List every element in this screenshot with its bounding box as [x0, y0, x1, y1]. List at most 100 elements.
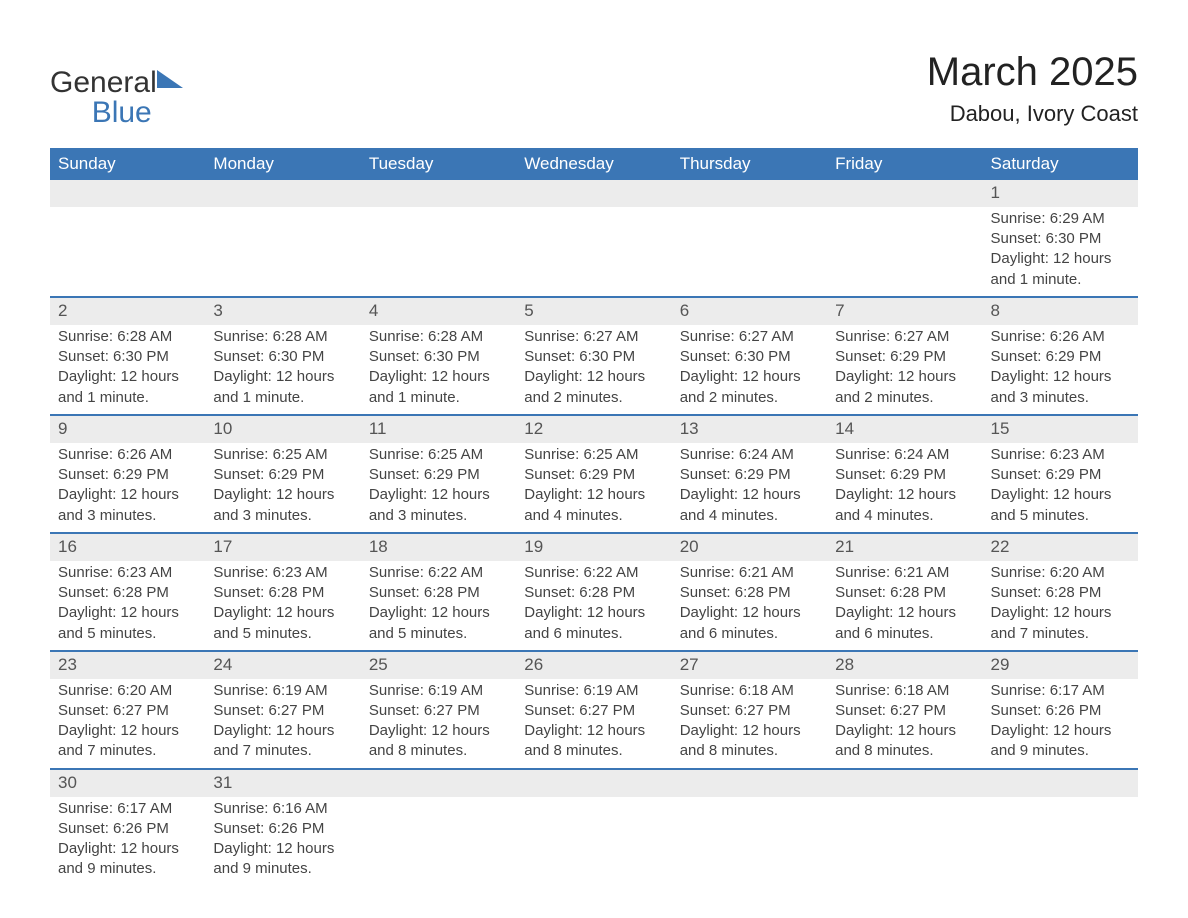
daylight-text: Daylight: 12 hours and 1 minute. — [991, 249, 1130, 290]
sunset-text: Sunset: 6:27 PM — [213, 701, 352, 721]
daylight-text: Daylight: 12 hours and 9 minutes. — [58, 839, 197, 880]
sunrise-text: Sunrise: 6:16 AM — [213, 799, 352, 819]
day-detail-cell: Sunrise: 6:29 AMSunset: 6:30 PMDaylight:… — [983, 207, 1138, 297]
sunrise-text: Sunrise: 6:26 AM — [991, 327, 1130, 347]
sunset-text: Sunset: 6:27 PM — [524, 701, 663, 721]
dow-sunday: Sunday — [50, 148, 205, 180]
day-number-cell: 19 — [516, 533, 671, 561]
sunrise-text: Sunrise: 6:23 AM — [991, 445, 1130, 465]
day-number-cell: 6 — [672, 297, 827, 325]
day-detail-cell: Sunrise: 6:23 AMSunset: 6:28 PMDaylight:… — [50, 561, 205, 651]
day-number-cell — [205, 180, 360, 207]
sunset-text: Sunset: 6:28 PM — [835, 583, 974, 603]
sunrise-text: Sunrise: 6:18 AM — [680, 681, 819, 701]
day-detail-cell: Sunrise: 6:17 AMSunset: 6:26 PMDaylight:… — [983, 679, 1138, 769]
day-number-cell: 30 — [50, 769, 205, 797]
sunrise-text: Sunrise: 6:28 AM — [58, 327, 197, 347]
day-detail-cell — [672, 207, 827, 297]
sunset-text: Sunset: 6:28 PM — [369, 583, 508, 603]
day-number-cell: 25 — [361, 651, 516, 679]
sunrise-text: Sunrise: 6:27 AM — [524, 327, 663, 347]
sunrise-text: Sunrise: 6:17 AM — [58, 799, 197, 819]
sunrise-text: Sunrise: 6:27 AM — [680, 327, 819, 347]
month-title: March 2025 — [927, 50, 1138, 95]
logo-triangle-icon — [157, 70, 183, 88]
day-detail-cell — [672, 797, 827, 886]
daylight-text: Daylight: 12 hours and 1 minute. — [369, 367, 508, 408]
sunset-text: Sunset: 6:27 PM — [680, 701, 819, 721]
daylight-text: Daylight: 12 hours and 7 minutes. — [213, 721, 352, 762]
day-detail-cell — [205, 207, 360, 297]
sunrise-text: Sunrise: 6:26 AM — [58, 445, 197, 465]
day-detail-cell: Sunrise: 6:20 AMSunset: 6:27 PMDaylight:… — [50, 679, 205, 769]
daylight-text: Daylight: 12 hours and 5 minutes. — [369, 603, 508, 644]
day-detail-cell — [983, 797, 1138, 886]
daylight-text: Daylight: 12 hours and 5 minutes. — [213, 603, 352, 644]
day-number-cell: 13 — [672, 415, 827, 443]
calendar-header-row: Sunday Monday Tuesday Wednesday Thursday… — [50, 148, 1138, 180]
sunset-text: Sunset: 6:28 PM — [524, 583, 663, 603]
daylight-text: Daylight: 12 hours and 8 minutes. — [680, 721, 819, 762]
day-number-cell — [50, 180, 205, 207]
logo-text: General Blue — [50, 68, 183, 128]
day-number-cell: 23 — [50, 651, 205, 679]
day-number-cell: 10 — [205, 415, 360, 443]
page-header: General Blue March 2025 Dabou, Ivory Coa… — [50, 50, 1138, 128]
day-number-cell: 11 — [361, 415, 516, 443]
sunset-text: Sunset: 6:30 PM — [213, 347, 352, 367]
sunset-text: Sunset: 6:29 PM — [680, 465, 819, 485]
day-number-cell — [516, 769, 671, 797]
daylight-text: Daylight: 12 hours and 4 minutes. — [680, 485, 819, 526]
location-subtitle: Dabou, Ivory Coast — [927, 101, 1138, 127]
sunset-text: Sunset: 6:29 PM — [991, 347, 1130, 367]
day-detail-cell — [516, 797, 671, 886]
sunset-text: Sunset: 6:29 PM — [58, 465, 197, 485]
day-number-cell — [827, 180, 982, 207]
calendar-table: Sunday Monday Tuesday Wednesday Thursday… — [50, 148, 1138, 886]
day-detail-cell: Sunrise: 6:16 AMSunset: 6:26 PMDaylight:… — [205, 797, 360, 886]
day-number-cell — [672, 769, 827, 797]
day-detail-cell: Sunrise: 6:17 AMSunset: 6:26 PMDaylight:… — [50, 797, 205, 886]
sunset-text: Sunset: 6:27 PM — [58, 701, 197, 721]
daylight-text: Daylight: 12 hours and 3 minutes. — [991, 367, 1130, 408]
daylight-text: Daylight: 12 hours and 5 minutes. — [991, 485, 1130, 526]
daylight-text: Daylight: 12 hours and 3 minutes. — [58, 485, 197, 526]
sunset-text: Sunset: 6:28 PM — [213, 583, 352, 603]
day-detail-cell — [361, 797, 516, 886]
sunrise-text: Sunrise: 6:20 AM — [991, 563, 1130, 583]
daylight-text: Daylight: 12 hours and 7 minutes. — [58, 721, 197, 762]
daylight-text: Daylight: 12 hours and 9 minutes. — [213, 839, 352, 880]
day-detail-cell: Sunrise: 6:20 AMSunset: 6:28 PMDaylight:… — [983, 561, 1138, 651]
sunrise-text: Sunrise: 6:27 AM — [835, 327, 974, 347]
title-block: March 2025 Dabou, Ivory Coast — [927, 50, 1138, 127]
day-number-cell: 16 — [50, 533, 205, 561]
day-detail-cell: Sunrise: 6:28 AMSunset: 6:30 PMDaylight:… — [361, 325, 516, 415]
day-number-cell: 22 — [983, 533, 1138, 561]
day-detail-cell: Sunrise: 6:24 AMSunset: 6:29 PMDaylight:… — [672, 443, 827, 533]
daylight-text: Daylight: 12 hours and 3 minutes. — [213, 485, 352, 526]
day-number-cell: 29 — [983, 651, 1138, 679]
daylight-text: Daylight: 12 hours and 8 minutes. — [369, 721, 508, 762]
day-number-cell: 20 — [672, 533, 827, 561]
day-detail-cell: Sunrise: 6:22 AMSunset: 6:28 PMDaylight:… — [361, 561, 516, 651]
day-detail-cell: Sunrise: 6:21 AMSunset: 6:28 PMDaylight:… — [672, 561, 827, 651]
day-number-cell: 12 — [516, 415, 671, 443]
day-number-cell: 3 — [205, 297, 360, 325]
day-number-cell: 9 — [50, 415, 205, 443]
sunrise-text: Sunrise: 6:19 AM — [524, 681, 663, 701]
sunrise-text: Sunrise: 6:25 AM — [369, 445, 508, 465]
day-number-cell: 21 — [827, 533, 982, 561]
sunrise-text: Sunrise: 6:29 AM — [991, 209, 1130, 229]
sunset-text: Sunset: 6:27 PM — [369, 701, 508, 721]
daylight-text: Daylight: 12 hours and 8 minutes. — [524, 721, 663, 762]
sunset-text: Sunset: 6:28 PM — [680, 583, 819, 603]
day-number-cell — [361, 769, 516, 797]
logo-word2: Blue — [92, 96, 152, 129]
day-detail-cell: Sunrise: 6:19 AMSunset: 6:27 PMDaylight:… — [516, 679, 671, 769]
sunrise-text: Sunrise: 6:19 AM — [213, 681, 352, 701]
sunrise-text: Sunrise: 6:21 AM — [835, 563, 974, 583]
sunset-text: Sunset: 6:26 PM — [58, 819, 197, 839]
sunset-text: Sunset: 6:30 PM — [680, 347, 819, 367]
day-detail-cell: Sunrise: 6:22 AMSunset: 6:28 PMDaylight:… — [516, 561, 671, 651]
daylight-text: Daylight: 12 hours and 5 minutes. — [58, 603, 197, 644]
